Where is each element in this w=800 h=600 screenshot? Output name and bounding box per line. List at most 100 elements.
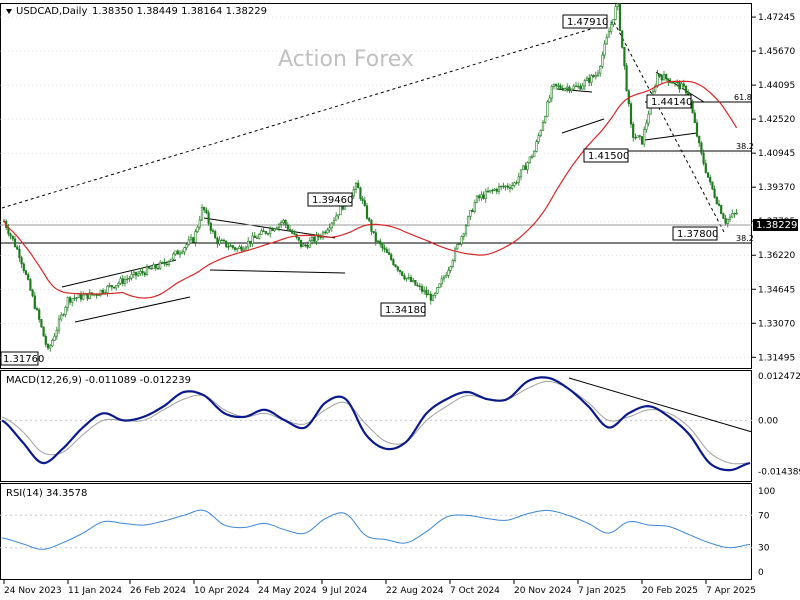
candle-body — [97, 294, 100, 297]
candle-body — [49, 345, 52, 349]
candle-body — [728, 216, 732, 220]
candle-body — [284, 219, 287, 226]
candle-body — [601, 54, 604, 67]
candle-body — [341, 205, 344, 210]
candle-body — [99, 289, 102, 296]
candle-body — [231, 245, 234, 248]
candle-body — [115, 285, 118, 289]
candle-body — [269, 228, 272, 234]
candle-body — [313, 236, 316, 242]
candle-body — [106, 285, 109, 294]
candle-body — [482, 194, 485, 199]
candle-body — [277, 223, 281, 229]
candle-body — [178, 252, 182, 255]
candle-body — [354, 182, 358, 190]
candle-body — [662, 73, 666, 81]
candle-body — [18, 248, 21, 259]
candle-body — [695, 122, 699, 137]
candle-body — [429, 293, 432, 301]
candle-body — [165, 263, 168, 266]
candle-body — [724, 218, 727, 224]
candle-body — [548, 97, 551, 103]
candle-body — [420, 286, 424, 292]
candle-body — [170, 258, 173, 262]
candle-body — [240, 246, 243, 251]
candle-body — [123, 279, 127, 284]
triangle-upper — [203, 217, 336, 239]
candle-body — [167, 261, 171, 265]
candle-body — [220, 239, 223, 242]
candle-body — [383, 247, 386, 250]
candle-body — [192, 237, 195, 243]
candle-body — [717, 203, 721, 206]
price-tick-label: 1.39370 — [758, 183, 795, 193]
candle-body — [669, 82, 672, 84]
last-price-text: 1.38229 — [756, 220, 797, 231]
candle-body — [680, 83, 683, 90]
candle-body — [634, 137, 637, 139]
candle-body — [709, 176, 712, 183]
candle-body — [533, 151, 536, 158]
watermark: Action Forex — [278, 47, 414, 72]
candle-body — [130, 274, 133, 279]
candle-body — [704, 163, 707, 173]
price-tick-label: 1.44095 — [758, 81, 795, 91]
candle-body — [134, 271, 138, 276]
candle-body — [480, 194, 483, 199]
candle-body — [623, 47, 626, 67]
candle-body — [590, 75, 593, 83]
moving-average-line — [3, 80, 738, 299]
candle-body — [108, 285, 111, 287]
candle-body — [200, 206, 204, 221]
price-grid — [0, 16, 752, 358]
candle-body — [370, 220, 373, 232]
candle-body — [324, 231, 327, 234]
candle-body — [618, 3, 622, 31]
candle-body — [387, 252, 391, 255]
candle-body — [119, 278, 122, 284]
candle-body — [658, 73, 661, 77]
pennant-lower — [644, 132, 698, 141]
candle-body — [700, 142, 703, 154]
candle-body — [196, 226, 199, 232]
candle-body — [579, 85, 582, 90]
candle-body — [458, 243, 461, 245]
candle-body — [24, 270, 28, 275]
price-tick-label: 1.47245 — [758, 13, 795, 23]
candle-body — [271, 228, 274, 231]
macd-tick-label: 0.00 — [758, 416, 778, 426]
candle-body — [524, 165, 527, 170]
candle-body — [478, 195, 481, 199]
candle-body — [731, 213, 734, 218]
candle-body — [722, 213, 725, 219]
price-panel-frame — [0, 3, 752, 369]
time-tick-label: 20 Nov 2024 — [514, 586, 572, 596]
time-tick-label: 20 Feb 2025 — [642, 586, 698, 596]
candle-body — [546, 101, 549, 117]
candle-body — [288, 228, 292, 231]
candle-body — [101, 289, 105, 294]
candle-body — [473, 202, 476, 212]
candle-body — [361, 198, 364, 201]
candle-body — [352, 188, 355, 197]
candle-body — [733, 213, 736, 215]
candle-body — [469, 209, 472, 217]
candle-body — [379, 240, 382, 245]
candle-body — [535, 141, 538, 152]
candle-body — [486, 190, 490, 193]
callout-text: 1.41500 — [588, 151, 629, 162]
candle-body — [412, 279, 415, 282]
fib-label-382-lower: 38.2 — [736, 234, 754, 243]
candle-body — [559, 85, 562, 89]
candle-body — [678, 81, 681, 90]
macd-line — [1, 376, 751, 472]
candle-body — [62, 314, 65, 316]
time-tick-label: 7 Oct 2024 — [450, 586, 500, 596]
candle-body — [293, 233, 296, 235]
candle-body — [682, 83, 685, 87]
candle-body — [671, 82, 674, 84]
candle-body — [654, 85, 657, 92]
candle-body — [425, 289, 428, 295]
macd-title: MACD(12,26,9) -0.011089 -0.012239 — [6, 375, 191, 386]
candle-body — [568, 86, 571, 92]
